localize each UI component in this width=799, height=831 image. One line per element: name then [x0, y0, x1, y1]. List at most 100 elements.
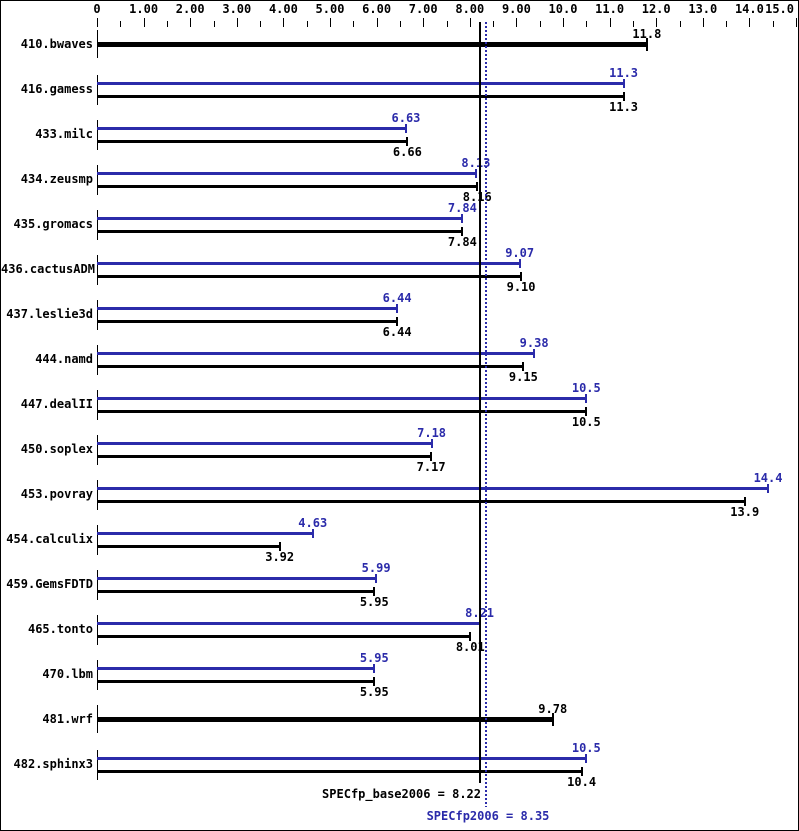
base-mean-refline	[479, 22, 481, 783]
x-axis-minor-tick	[633, 21, 634, 27]
benchmark-label: 459.GemsFDTD	[6, 577, 93, 591]
base-bar	[97, 230, 463, 233]
benchmark-label: 481.wrf	[42, 712, 93, 726]
row-axis-segment	[97, 615, 98, 645]
peak-value-label: 4.63	[298, 516, 328, 530]
benchmark-label: 465.tonto	[27, 622, 93, 636]
x-axis-tick-label: 15.0	[765, 2, 794, 16]
peak-value-label: 7.18	[417, 426, 447, 440]
base-bar-endcap	[373, 587, 376, 596]
peak-bar-endcap	[375, 574, 378, 583]
row-axis-segment	[97, 390, 98, 420]
peak-value-label: 14.4	[753, 471, 783, 485]
benchmark-label: 437.leslie3d	[6, 307, 93, 321]
peak-value-label: 5.99	[361, 561, 391, 575]
peak-bar-endcap	[461, 214, 464, 223]
peak-bar	[97, 442, 432, 445]
x-axis-tick-label: 9.00	[501, 2, 531, 16]
peak-bar	[97, 757, 587, 760]
x-axis-major-tick	[283, 18, 285, 27]
x-axis-tick-label: 12.0	[641, 2, 671, 16]
base-bar-endcap	[476, 182, 479, 191]
base-value-label: 11.3	[609, 100, 639, 114]
benchmark-label: 416.gamess	[20, 82, 93, 96]
base-value-label: 9.78	[538, 702, 568, 716]
peak-bar-endcap	[396, 304, 399, 313]
peak-bar	[97, 397, 587, 400]
base-value-label: 8.16	[462, 190, 492, 204]
base-bar-endcap	[585, 407, 588, 416]
peak-bar	[97, 127, 406, 130]
base-bar-endcap	[580, 767, 583, 776]
x-axis-tick-label: 0	[93, 2, 101, 16]
x-axis-minor-tick	[307, 21, 308, 27]
benchmark-label: 450.soplex	[20, 442, 93, 456]
base-bar	[97, 680, 375, 683]
base-value-label: 9.15	[508, 370, 538, 384]
base-bar	[97, 365, 524, 368]
base-value-label: 8.01	[455, 640, 485, 654]
peak-value-label: 6.63	[391, 111, 421, 125]
x-axis-major-tick	[469, 18, 471, 27]
base-value-label: 5.95	[359, 595, 389, 609]
x-axis-tick-label: 8.00	[455, 2, 485, 16]
peak-value-label: 11.3	[609, 66, 639, 80]
base-value-label: 9.10	[506, 280, 536, 294]
x-axis-major-tick	[190, 18, 192, 27]
benchmark-label: 436.cactusADM	[1, 262, 95, 276]
benchmark-label: 410.bwaves	[20, 37, 93, 51]
peak-bar-endcap	[430, 439, 433, 448]
x-axis-tick-label: 7.00	[408, 2, 438, 16]
base-bar-endcap	[406, 137, 409, 146]
row-axis-segment	[97, 570, 98, 600]
base-bar-endcap	[430, 452, 433, 461]
x-axis-major-tick	[330, 18, 331, 27]
peak-bar	[97, 217, 463, 220]
base-bar-endcap	[461, 227, 464, 236]
base-value-label: 6.66	[392, 145, 422, 159]
x-axis-tick-label: 13.0	[688, 2, 718, 16]
peak-bar	[97, 172, 476, 175]
x-axis-minor-tick	[214, 21, 215, 27]
peak-value-label: 9.07	[505, 246, 535, 260]
row-axis-segment	[97, 525, 98, 555]
base-bar-endcap	[645, 38, 648, 51]
x-axis-major-tick	[749, 18, 751, 27]
base-value-label: 6.44	[382, 325, 412, 339]
peak-bar	[97, 532, 313, 535]
peak-mean-refline	[485, 22, 487, 807]
base-value-label: 3.92	[265, 550, 295, 564]
base-bar	[97, 635, 471, 638]
benchmark-label: 435.gromacs	[13, 217, 93, 231]
peak-bar-endcap	[518, 259, 521, 268]
x-axis-major-tick	[423, 18, 425, 27]
x-axis-minor-tick	[400, 21, 401, 27]
base-bar-endcap	[622, 92, 625, 101]
row-axis-segment	[97, 120, 98, 150]
base-value-label: 11.8	[632, 27, 662, 41]
x-axis-major-tick	[609, 18, 611, 27]
row-axis-segment	[97, 255, 98, 285]
peak-bar-endcap	[474, 169, 477, 178]
x-axis-minor-tick	[447, 21, 448, 27]
row-axis-segment	[97, 750, 98, 780]
peak-value-label: 9.38	[519, 336, 549, 350]
peak-value-label: 5.95	[359, 651, 389, 665]
peak-bar	[97, 487, 769, 490]
peak-bar	[97, 307, 398, 310]
peak-bar-endcap	[404, 124, 407, 133]
base-value-label: 13.9	[730, 505, 760, 519]
peak-value-label: 10.5	[571, 381, 601, 395]
peak-value-label: 7.84	[447, 201, 477, 215]
base-bar	[97, 320, 398, 323]
benchmark-label: 433.milc	[35, 127, 93, 141]
x-axis-major-tick	[702, 18, 704, 27]
base-value-label: 5.95	[359, 685, 389, 699]
base-summary-label: SPECfp_base2006 = 8.22	[322, 787, 481, 801]
base-bar	[97, 275, 522, 278]
base-bar	[97, 410, 587, 413]
x-axis-tick-label: 11.0	[595, 2, 625, 16]
base-bar	[97, 42, 647, 47]
x-axis-tick-label: 2.00	[175, 2, 205, 16]
